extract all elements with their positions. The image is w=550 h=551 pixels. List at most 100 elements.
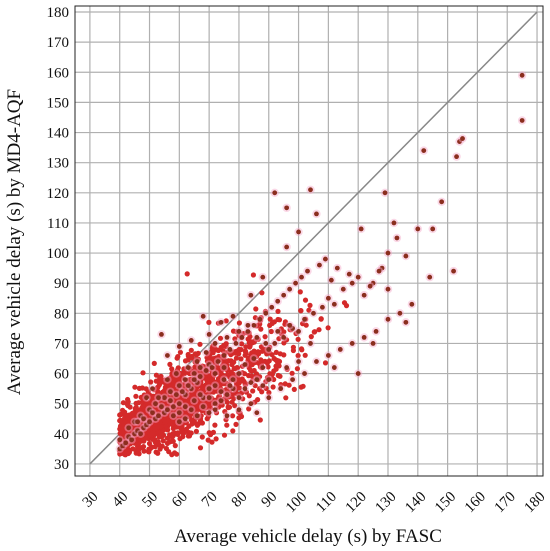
data-point: [328, 277, 334, 283]
data-point: [254, 377, 260, 382]
data-point: [226, 358, 232, 364]
data-point: [242, 381, 248, 387]
data-point: [157, 446, 163, 452]
data-point: [394, 235, 400, 241]
data-point: [367, 283, 373, 289]
data-point: [165, 377, 170, 382]
data-point: [191, 371, 197, 376]
data-point: [268, 328, 274, 335]
data-point: [188, 407, 194, 413]
data-point: [272, 190, 278, 196]
data-point: [197, 374, 203, 379]
data-point: [189, 421, 195, 427]
data-point: [275, 308, 281, 314]
data-point: [191, 377, 197, 382]
data-point: [188, 386, 194, 392]
data-point: [140, 370, 146, 376]
y-tick-label: 30: [54, 457, 69, 473]
data-point: [385, 316, 391, 322]
y-tick-label: 60: [54, 367, 69, 383]
data-point: [162, 410, 167, 416]
data-point: [262, 334, 268, 340]
data-point: [156, 395, 161, 401]
data-point: [316, 327, 322, 333]
data-point: [284, 244, 290, 250]
data-point: [248, 401, 254, 407]
data-point: [314, 359, 319, 364]
data-point: [242, 386, 248, 392]
data-point: [274, 357, 280, 364]
data-point: [248, 380, 254, 386]
data-point: [281, 292, 287, 298]
data-point: [200, 313, 206, 319]
data-point: [275, 298, 281, 304]
data-point: [277, 351, 283, 357]
data-point: [132, 384, 138, 390]
data-point: [158, 379, 164, 385]
data-point: [186, 402, 192, 408]
data-point: [209, 365, 215, 370]
data-point: [216, 394, 222, 400]
data-point: [289, 370, 295, 376]
data-point: [176, 383, 182, 389]
data-point: [221, 377, 227, 382]
data-point: [302, 352, 308, 358]
data-point: [305, 268, 310, 274]
data-point: [152, 426, 158, 432]
data-point: [221, 353, 227, 358]
y-tick-label: 160: [47, 65, 70, 81]
data-point: [282, 321, 288, 327]
data-point: [133, 406, 139, 412]
data-point: [221, 365, 227, 370]
data-point: [252, 383, 258, 389]
data-point: [460, 136, 465, 141]
data-point: [263, 310, 269, 316]
data-point: [260, 383, 266, 389]
x-tick-label: 110: [313, 489, 340, 516]
data-point: [135, 419, 140, 425]
y-tick-label: 140: [47, 126, 70, 142]
data-point: [283, 395, 289, 401]
data-point: [250, 388, 256, 394]
data-point: [172, 443, 178, 449]
data-point: [245, 358, 251, 364]
data-point: [197, 341, 203, 347]
data-point: [125, 402, 131, 409]
data-point: [124, 429, 130, 435]
data-point: [373, 328, 379, 334]
data-point: [177, 349, 183, 355]
data-point: [138, 431, 143, 437]
data-point: [239, 335, 245, 340]
data-point: [182, 392, 188, 398]
data-point: [224, 367, 230, 373]
data-point: [291, 386, 297, 392]
data-point: [248, 292, 254, 298]
data-point: [144, 395, 149, 401]
x-tick-label: 30: [80, 489, 102, 511]
data-point: [325, 353, 331, 358]
data-point: [254, 350, 260, 356]
data-point: [277, 373, 283, 379]
data-point: [246, 393, 252, 399]
data-point: [146, 440, 153, 447]
data-point: [260, 365, 266, 370]
y-tick-label: 120: [47, 186, 70, 202]
data-point: [247, 344, 253, 350]
x-tick-label: 80: [229, 489, 251, 511]
data-point: [236, 407, 242, 413]
data-point: [263, 341, 269, 346]
data-point: [403, 319, 409, 325]
data-point: [325, 325, 331, 331]
data-point: [308, 341, 313, 346]
data-point: [140, 397, 146, 403]
data-point: [164, 440, 171, 446]
data-point: [194, 359, 200, 364]
data-point: [130, 446, 136, 452]
data-point: [238, 413, 245, 420]
data-point: [152, 437, 158, 443]
data-point: [151, 360, 157, 366]
data-point: [270, 384, 276, 390]
data-point: [325, 295, 331, 301]
data-point: [297, 289, 303, 295]
y-tick-label: 50: [54, 397, 69, 413]
